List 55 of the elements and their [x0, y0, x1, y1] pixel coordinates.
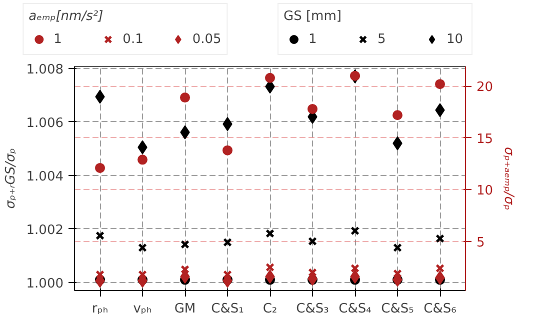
point — [223, 238, 232, 247]
y-tick-label: 1.000 — [26, 276, 64, 292]
point — [436, 264, 444, 273]
point — [180, 264, 190, 274]
legend-label: 0.05 — [192, 32, 222, 46]
y2-tick-label: 10 — [476, 184, 494, 199]
legend-title: aₑₘₚ[nm/s²] — [28, 9, 104, 24]
y2-tick-label: 20 — [476, 80, 494, 96]
point — [308, 236, 317, 246]
point — [392, 110, 402, 120]
point — [223, 270, 232, 279]
x-tick-label: vₚₕ — [133, 302, 152, 316]
y-tick-label: 1.008 — [26, 62, 64, 78]
legend-label: 5 — [378, 32, 387, 46]
legend-label: 10 — [446, 32, 464, 46]
point — [266, 229, 274, 238]
point — [96, 270, 104, 279]
legend-label: 0.1 — [122, 32, 144, 46]
point — [180, 240, 190, 249]
point — [350, 226, 360, 236]
point — [138, 243, 147, 252]
point — [435, 79, 445, 90]
point — [308, 104, 318, 114]
point — [393, 243, 402, 252]
y2-axis-title: σₚ₊ₐₑₘₚ/σₚ — [501, 146, 516, 210]
point — [393, 269, 402, 278]
point — [265, 72, 275, 83]
x-tick-label: C&S₁ — [211, 302, 244, 316]
legend-label: 1 — [54, 32, 63, 46]
point — [180, 92, 190, 103]
point — [436, 234, 444, 244]
point — [138, 270, 147, 279]
x-tick-label: C&S₃ — [296, 302, 329, 316]
x-tick-label: rₚₕ — [92, 302, 108, 316]
point — [308, 268, 317, 277]
y-axis-title: σₚ₊ᵣGS/σₚ — [3, 148, 18, 209]
point — [138, 154, 148, 165]
x-tick-label: C₂ — [262, 302, 278, 316]
y-tick-label: 1.004 — [26, 169, 64, 184]
text: GS [mm] — [284, 9, 342, 24]
point — [266, 262, 274, 272]
point — [222, 145, 232, 156]
y-tick-label: 1.002 — [26, 222, 64, 238]
x-tick-label: C&S₅ — [381, 302, 414, 316]
point — [350, 264, 360, 273]
legend-label: 1 — [308, 32, 318, 46]
point — [95, 162, 105, 173]
point — [350, 70, 360, 81]
y2-tick-label: 5 — [476, 235, 485, 250]
y2-tick-label: 15 — [476, 132, 494, 147]
x-tick-label: C&S₆ — [424, 302, 456, 316]
point — [96, 231, 104, 240]
x-tick-label: GM — [174, 302, 196, 316]
y-tick-label: 1.006 — [26, 116, 64, 131]
x-tick-label: C&S₄ — [338, 302, 372, 316]
